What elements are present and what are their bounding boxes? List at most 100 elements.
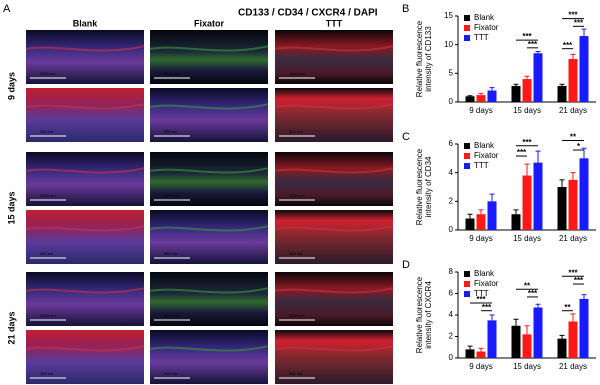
stain-legend-item: CD34 <box>277 8 303 19</box>
legend-label: Blank <box>474 141 495 150</box>
stain-legend-item: DAPI <box>354 8 378 19</box>
bar <box>476 351 486 358</box>
bar <box>522 79 532 102</box>
micrograph <box>150 88 268 142</box>
significance-label: *** <box>528 40 538 49</box>
error-bar <box>478 209 484 215</box>
tissue-texture <box>274 167 394 174</box>
legend-label: Blank <box>474 269 495 278</box>
scale-bar-label: 2000 um <box>164 193 180 198</box>
x-tick-label: 9 days <box>469 362 493 371</box>
stain-legend-item: / <box>303 8 311 19</box>
y-tick-label: 4 <box>449 310 454 319</box>
x-tick-label: 15 days <box>513 234 541 243</box>
micrograph <box>26 152 144 206</box>
error-bar <box>513 83 519 86</box>
micrograph <box>275 210 393 264</box>
tissue-texture <box>25 45 145 52</box>
error-bar <box>535 51 541 54</box>
scale-bar-label: 350 um <box>289 129 303 134</box>
scale-bar-label: 2000 um <box>40 193 56 198</box>
significance-label: *** <box>574 276 584 285</box>
scale-bar-label: 350 um <box>164 251 178 256</box>
error-bar <box>581 28 587 37</box>
panel-label: A <box>3 3 11 15</box>
column-header: Fixator <box>194 18 225 28</box>
scale-bar-label: 350 um <box>40 251 54 256</box>
significance-label: *** <box>482 303 492 312</box>
x-tick-label: 9 days <box>469 234 493 243</box>
tissue-texture <box>25 345 145 352</box>
scale-bar-label: 2000 um <box>164 71 180 76</box>
tissue-texture <box>25 167 145 174</box>
scale-bar-label: 350 um <box>164 371 178 376</box>
tissue-texture <box>25 225 145 232</box>
bar <box>511 214 521 230</box>
legend-swatch <box>464 291 470 297</box>
micrograph <box>26 272 144 326</box>
bar <box>557 338 567 358</box>
significance-label: *** <box>568 268 578 277</box>
significance-label: *** <box>528 289 538 298</box>
tissue-texture <box>25 287 145 294</box>
scale-bar-label: 2000 um <box>289 313 305 318</box>
legend-label: Blank <box>474 13 495 22</box>
significance-label: *** <box>476 295 486 304</box>
tissue-texture <box>149 225 269 232</box>
row-label: 15 days <box>6 191 16 224</box>
significance-label: *** <box>522 138 532 147</box>
error-bar <box>513 318 519 326</box>
legend-label: Fixator <box>474 279 499 288</box>
significance-label: *** <box>563 41 573 50</box>
significance-label: *** <box>517 148 527 157</box>
significance-label: ** <box>570 133 577 142</box>
scale-bar-label: 2000 um <box>289 193 305 198</box>
y-tick-label: 8 <box>449 267 454 276</box>
y-axis-label: intensity of CXCR4 <box>424 281 433 349</box>
stain-legend-item: / <box>269 8 277 19</box>
micrograph <box>150 210 268 264</box>
y-axis-label: Relative fluorescence <box>415 148 424 225</box>
micrograph <box>150 330 268 384</box>
error-bar <box>559 334 565 339</box>
error-bar <box>581 294 587 299</box>
y-axis-label: intensity of CD34 <box>424 156 433 217</box>
error-bar <box>570 313 576 322</box>
bar <box>533 307 543 358</box>
error-bar <box>559 179 565 187</box>
column-header: TTT <box>326 18 343 28</box>
error-bar <box>467 213 473 219</box>
legend-swatch <box>464 143 470 149</box>
tissue-texture <box>274 225 394 232</box>
error-bar <box>467 345 473 350</box>
micrograph <box>275 30 393 84</box>
tissue-texture <box>274 287 394 294</box>
micrograph <box>150 152 268 206</box>
error-bar <box>489 193 495 202</box>
tissue-texture <box>149 167 269 174</box>
panel-a: A CD133 / CD34 / CXCR4 / DAPI Blank Fixator… <box>3 3 394 384</box>
stain-legend-item: / <box>345 8 353 19</box>
x-tick-label: 21 days <box>559 234 587 243</box>
legend-swatch <box>464 153 470 159</box>
tissue-texture <box>149 45 269 52</box>
bar <box>533 53 543 102</box>
micrograph <box>26 330 144 384</box>
y-tick-label: 0 <box>449 225 454 234</box>
tissue-texture <box>274 45 394 52</box>
y-tick-label: 4 <box>449 168 454 177</box>
tissue-texture <box>274 103 394 110</box>
micrograph <box>275 330 393 384</box>
legend-label: TTT <box>474 161 489 170</box>
error-bar <box>489 314 495 321</box>
tissue-texture <box>149 287 269 294</box>
bar <box>476 95 486 102</box>
scale-bar-label: 2000 um <box>164 313 180 318</box>
y-axis-label: Relative fluorescence <box>415 20 424 97</box>
x-tick-label: 9 days <box>469 106 493 115</box>
error-bar <box>524 75 530 80</box>
scale-bar-label: 2000 um <box>40 313 56 318</box>
x-tick-label: 21 days <box>559 362 587 371</box>
error-bar <box>570 53 576 59</box>
error-bar <box>524 163 530 176</box>
